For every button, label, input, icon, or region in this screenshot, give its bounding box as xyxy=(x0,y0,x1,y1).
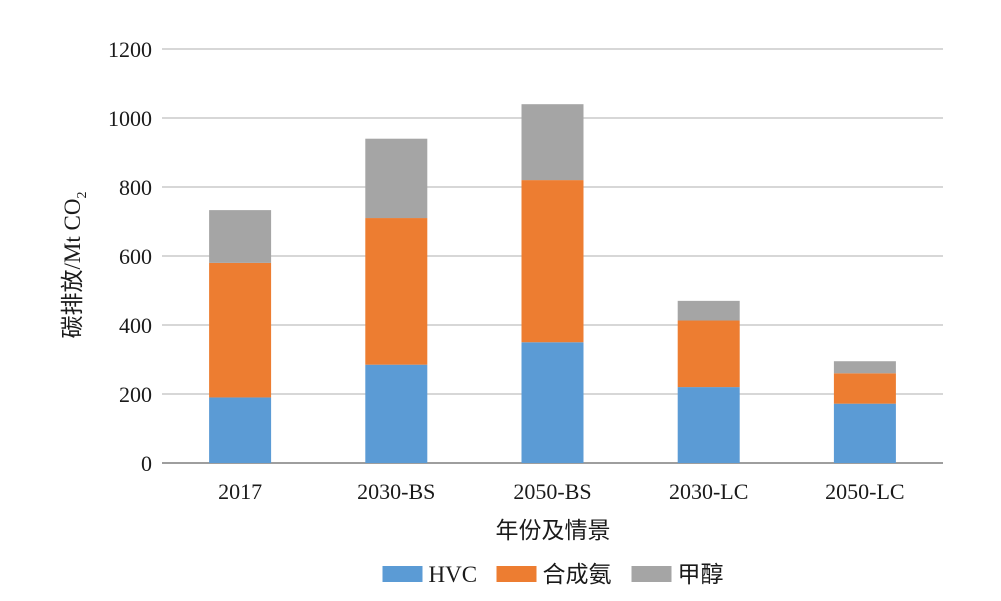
bar-segment xyxy=(833,403,896,463)
legend-label: 合成氨 xyxy=(543,562,612,587)
x-tick-label: 2017 xyxy=(218,479,262,504)
x-tick-label: 2030-BS xyxy=(357,479,435,504)
bar-segment xyxy=(209,210,272,263)
legend-swatch xyxy=(631,566,672,582)
y-axis-title: 碳排放/Mt CO2 xyxy=(60,192,90,339)
y-axis-title-subscript: 2 xyxy=(75,192,90,199)
bar-segment xyxy=(521,104,584,181)
y-tick-label: 400 xyxy=(119,313,152,338)
legend-label: HVC xyxy=(429,562,478,587)
y-tick-labels: 0 200 400 600 800 1000 1200 xyxy=(108,37,152,476)
bar-segment xyxy=(365,364,428,463)
x-axis-title: 年份及情景 xyxy=(496,518,611,543)
bars xyxy=(209,104,896,463)
y-tick-label: 1000 xyxy=(108,106,152,131)
legend-swatch xyxy=(382,566,423,582)
y-tick-label: 0 xyxy=(141,451,152,476)
legend-swatch xyxy=(496,566,537,582)
bar-segment xyxy=(677,387,740,463)
y-tick-label: 200 xyxy=(119,382,152,407)
bar-segment xyxy=(521,342,584,463)
x-tick-label: 2050-LC xyxy=(825,479,904,504)
bar-segment xyxy=(521,180,584,343)
bar-segment xyxy=(677,300,740,321)
x-category-labels: 2017 2030-BS 2050-BS 2030-LC 2050-LC xyxy=(218,479,905,504)
y-tick-label: 800 xyxy=(119,175,152,200)
y-axis-title-main: 碳排放/Mt CO xyxy=(60,199,85,339)
y-tick-label: 600 xyxy=(119,244,152,269)
legend: HVC 合成氨 甲醇 xyxy=(382,562,724,587)
bar-segment xyxy=(209,397,272,463)
y-tick-label: 1200 xyxy=(108,37,152,62)
legend-label: 甲醇 xyxy=(678,562,724,587)
bar-segment xyxy=(833,373,896,404)
x-tick-label: 2030-LC xyxy=(669,479,748,504)
bar-segment xyxy=(365,218,428,365)
bar-segment xyxy=(209,262,272,398)
bar-segment xyxy=(677,320,740,388)
bar-segment xyxy=(833,361,896,374)
bar-segment xyxy=(365,138,428,219)
x-tick-label: 2050-BS xyxy=(513,479,591,504)
